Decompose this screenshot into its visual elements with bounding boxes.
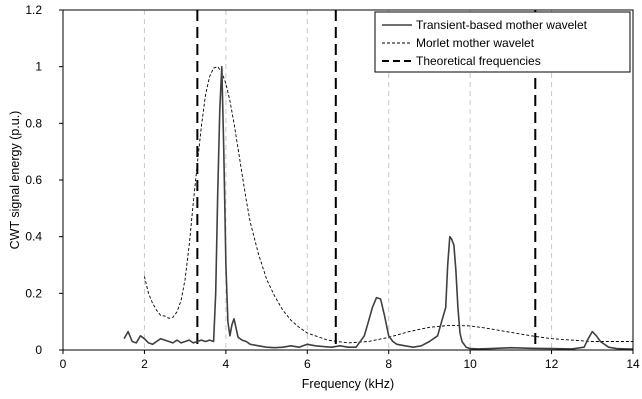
morlet-series-line [143,66,633,344]
tick-labels: 0 2 4 6 8 10 12 14 0 0.2 0.4 0.6 0.8 1 1.2 [25,3,640,371]
x-tick-label: 12 [545,357,559,371]
legend: Transient-based mother wavelet Morlet mot… [374,11,631,73]
y-tick-label: 1.2 [25,3,42,17]
x-axis-title: Frequency (kHz) [302,377,394,391]
legend-label: Morlet mother wavelet [416,36,535,50]
y-tick-label: 0.4 [25,230,42,244]
x-tick-label: 8 [385,357,392,371]
x-tick-label: 14 [626,357,640,371]
x-tick-label: 6 [304,357,311,371]
y-tick-label: 0.2 [25,286,42,300]
y-tick-label: 1 [35,60,42,74]
x-tick-label: 4 [223,357,230,371]
x-tick-label: 2 [141,357,148,371]
y-tick-label: 0.8 [25,116,42,130]
y-axis-title: CWT signal energy (p.u.) [8,111,22,250]
legend-label: Transient-based mother wavelet [416,18,588,32]
legend-label: Theoretical frequencies [416,54,541,68]
legend-box [374,11,631,73]
series-lines [123,65,634,350]
x-tick-label: 0 [60,357,67,371]
axes [59,9,634,354]
x-tick-label: 10 [463,357,477,371]
transient-series-line [123,65,634,350]
y-tick-label: 0 [35,343,42,357]
y-tick-label: 0.6 [25,173,42,187]
